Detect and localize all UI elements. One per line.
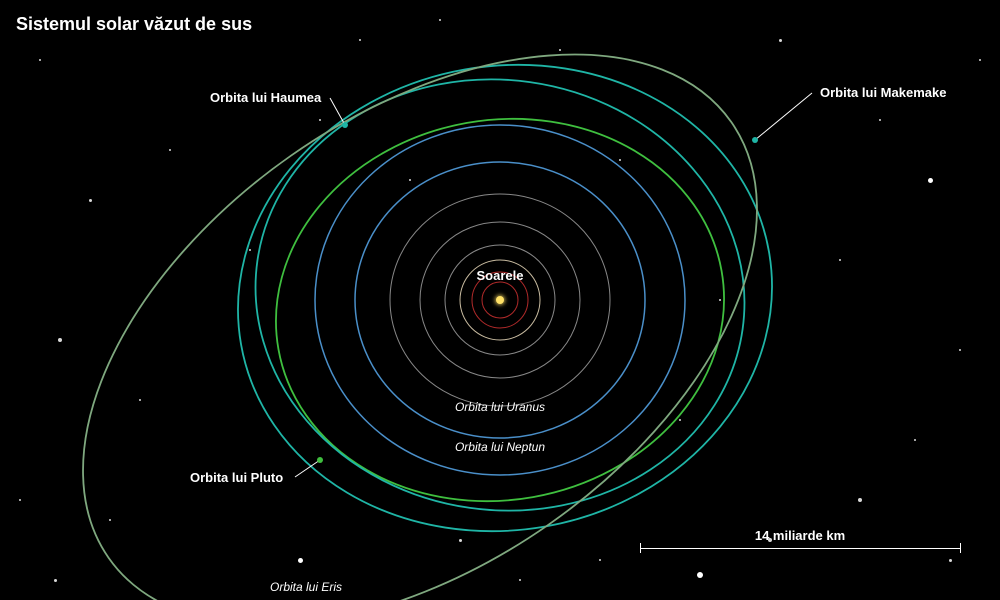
scale-label: 14 miliarde km <box>755 528 845 543</box>
sun-label: Soarele <box>477 268 524 283</box>
makemake-orbit-label: Orbita lui Makemake <box>820 85 946 100</box>
solar-system-diagram: { "title": "Sistemul solar văzut de sus"… <box>0 0 1000 600</box>
diagram-title: Sistemul solar văzut de sus <box>16 14 252 35</box>
scale-tick-right <box>960 543 961 553</box>
scale-bar <box>640 548 960 549</box>
scale-tick-left <box>640 543 641 553</box>
eris-orbit-label: Orbita lui Eris <box>270 580 342 594</box>
uranus-orbit-label: Orbita lui Uranus <box>455 400 545 414</box>
haumea-dot-icon <box>342 122 348 128</box>
sun-icon <box>496 296 504 304</box>
neptune-orbit-label: Orbita lui Neptun <box>455 440 545 454</box>
pluto-dot-icon <box>317 457 323 463</box>
haumea-orbit-label: Orbita lui Haumea <box>210 90 321 105</box>
makemake-dot-icon <box>752 137 758 143</box>
pluto-orbit-label: Orbita lui Pluto <box>190 470 283 485</box>
